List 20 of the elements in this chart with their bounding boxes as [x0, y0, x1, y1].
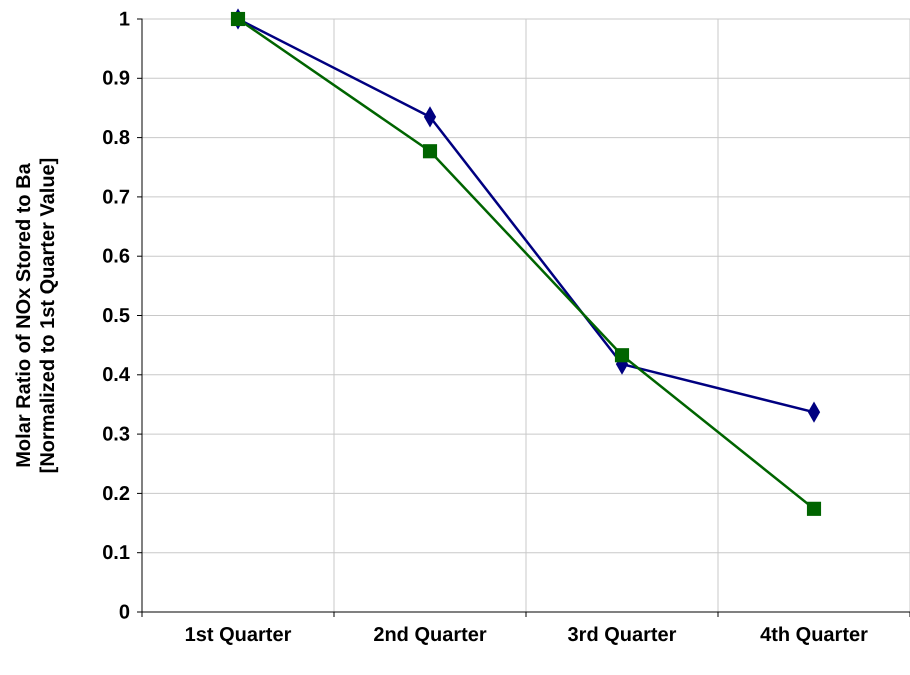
y-axis-title: Molar Ratio of NOx Stored to Ba [Normalized to 1st Quarter Value] [13, 158, 59, 474]
x-tick-label: 1st Quarter [184, 624, 292, 646]
x-tick-label: 4th Quarter [760, 624, 868, 646]
point [422, 144, 438, 158]
y-tick-label: 1 [118, 8, 130, 30]
point [806, 502, 822, 516]
y-tick-label: 0.5 [102, 304, 130, 327]
y-tick-label: 0.7 [102, 186, 130, 208]
x-tick-label: 3rd Quarter [568, 624, 677, 646]
y-tick-label: 0.3 [102, 424, 130, 446]
x-tick-label: 2nd Quarter [373, 624, 487, 646]
y-tick-label: 0.2 [102, 482, 130, 505]
point [230, 12, 246, 26]
y-tick-label: 0.1 [102, 542, 130, 564]
y-tick-label: 0.6 [102, 246, 130, 268]
y-tick-label: 0.4 [102, 364, 131, 386]
y-tick-label: 0.8 [102, 127, 130, 149]
point [614, 348, 630, 362]
y-tick-label: 0.9 [102, 68, 130, 90]
y-tick-label: 0 [118, 601, 130, 624]
